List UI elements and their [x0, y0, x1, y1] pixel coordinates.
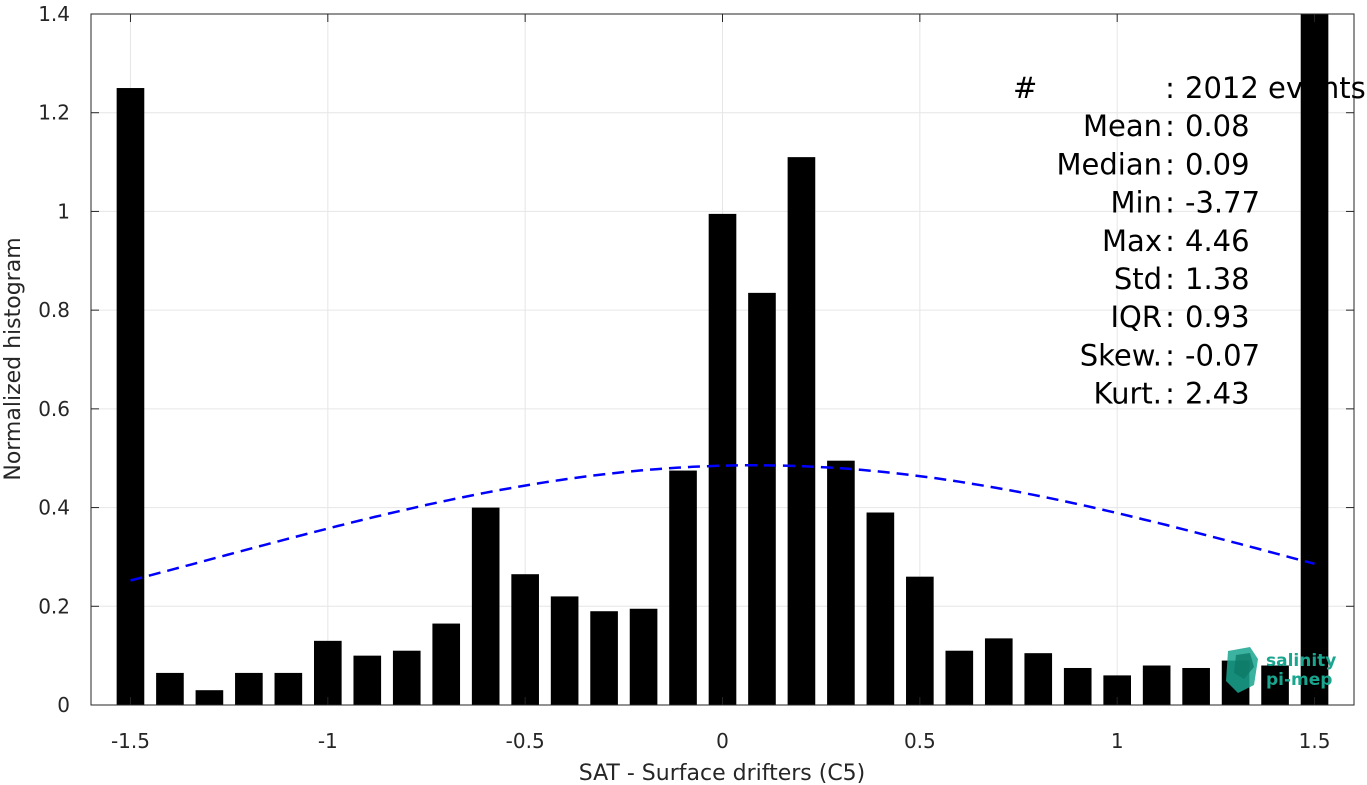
bar-2 [195, 690, 224, 705]
bars [116, 14, 1329, 706]
stat-label-6: IQR [1110, 300, 1162, 334]
stat-value-7: -0.07 [1185, 338, 1260, 372]
y-tick-label-3: 0.6 [38, 397, 70, 421]
x-tick-label-5: 1 [1111, 729, 1124, 753]
bar-30 [1300, 14, 1329, 705]
bar-18 [827, 460, 855, 705]
stat-sep-4: : [1165, 224, 1175, 258]
bar-23 [1024, 653, 1053, 705]
bar-4 [274, 672, 303, 705]
bar-13 [629, 608, 658, 705]
logo-line2: pi-mep [1266, 670, 1332, 690]
bar-17 [787, 157, 816, 705]
bar-8 [432, 623, 461, 705]
stat-sep-7: : [1165, 338, 1175, 372]
stat-label-0: # [1013, 71, 1037, 105]
stat-label-4: Max [1102, 224, 1162, 258]
stat-sep-2: : [1165, 147, 1175, 181]
logo-line1: salinity [1266, 651, 1336, 671]
stat-value-8: 2.43 [1185, 377, 1250, 411]
y-tick-label-7: 1.4 [38, 2, 70, 26]
stat-label-7: Skew. [1080, 338, 1162, 372]
y-tick-label-2: 0.4 [38, 496, 70, 520]
bar-16 [748, 292, 776, 705]
stat-value-6: 0.93 [1185, 300, 1250, 334]
stat-value-5: 1.38 [1185, 262, 1250, 296]
stat-sep-6: : [1165, 300, 1175, 334]
bar-7 [392, 650, 421, 705]
y-tick-label-5: 1 [57, 199, 70, 223]
y-tick-label-1: 0.2 [38, 594, 70, 618]
stat-label-3: Min [1111, 186, 1162, 220]
bar-12 [590, 611, 618, 705]
y-axis-ticks: 0 0.2 0.4 0.6 0.8 1 1.2 1.4 [38, 2, 1354, 717]
logo-mark-inner [1234, 653, 1254, 679]
bar-19 [866, 512, 895, 705]
stat-value-4: 4.46 [1185, 224, 1250, 258]
bar-24 [1063, 667, 1092, 705]
bar-1 [156, 672, 184, 705]
stat-sep-1: : [1165, 109, 1175, 143]
stat-value-1: 0.08 [1185, 109, 1250, 143]
stat-label-2: Median [1057, 147, 1162, 181]
y-axis-label: Normalized histogram [1, 237, 26, 480]
x-tick-label-6: 1.5 [1299, 729, 1331, 753]
stat-sep-0: : [1165, 71, 1175, 105]
bar-26 [1142, 665, 1171, 705]
bar-14 [669, 470, 697, 705]
bar-3 [235, 672, 263, 705]
stat-sep-5: : [1165, 262, 1175, 296]
bar-29 [1261, 665, 1289, 705]
x-tick-label-0: -1.5 [111, 729, 150, 753]
stat-label-8: Kurt. [1094, 377, 1162, 411]
bar-9 [471, 507, 500, 705]
stat-sep-8: : [1165, 377, 1175, 411]
bar-22 [984, 638, 1013, 705]
bar-15 [708, 213, 737, 705]
y-tick-label-4: 0.8 [38, 298, 70, 322]
x-tick-label-1: -1 [318, 729, 338, 753]
bar-21 [945, 650, 974, 705]
bar-20 [906, 576, 934, 705]
bar-0 [116, 88, 145, 706]
x-tick-label-3: 0 [716, 729, 729, 753]
stat-value-0: 2012 events [1185, 71, 1366, 105]
y-tick-label-0: 0 [57, 693, 70, 717]
stat-value-2: 0.09 [1185, 147, 1250, 181]
salinity-pimep-logo: salinity pi-mep [1226, 647, 1336, 693]
bar-6 [353, 655, 382, 705]
bar-11 [550, 596, 579, 705]
x-tick-label-4: 0.5 [904, 729, 936, 753]
x-tick-label-2: -0.5 [506, 729, 545, 753]
stat-sep-3: : [1165, 186, 1175, 220]
stat-label-1: Mean [1083, 109, 1162, 143]
stat-value-3: -3.77 [1185, 186, 1260, 220]
x-axis-label: SAT - Surface drifters (C5) [579, 761, 866, 785]
bar-5 [313, 640, 342, 705]
bar-27 [1182, 667, 1210, 705]
bar-10 [511, 574, 539, 705]
stat-label-5: Std [1114, 262, 1162, 296]
x-axis-ticks: -1.5 -1 -0.5 0 0.5 1 1.5 [111, 14, 1330, 753]
y-tick-label-6: 1.2 [38, 101, 70, 125]
